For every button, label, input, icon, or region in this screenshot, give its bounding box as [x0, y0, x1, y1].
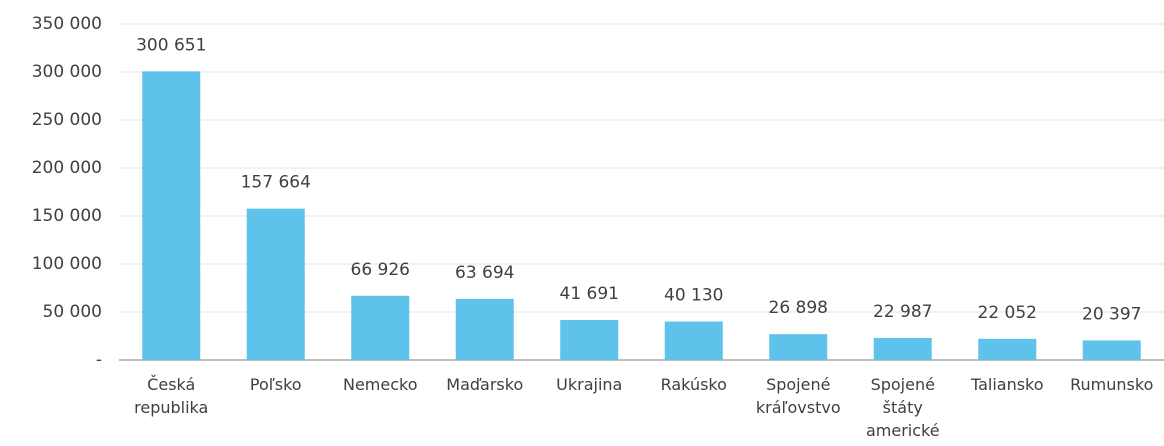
- bar: [351, 295, 410, 360]
- data-label: 20 397: [1082, 304, 1141, 324]
- y-tick-label: 350 000: [32, 14, 102, 34]
- y-tick-label: 150 000: [32, 206, 102, 226]
- x-tick-label: Spojené štáty americké: [865, 375, 940, 440]
- y-tick-label: 300 000: [32, 62, 102, 82]
- data-label: 66 926: [351, 260, 410, 280]
- x-tick-label: Nemecko: [342, 375, 418, 394]
- x-tick-label: Spojené kráľovstvo: [755, 375, 841, 417]
- x-tick-label: Taliansko: [970, 375, 1044, 394]
- bar: [246, 208, 305, 360]
- x-tick-label: Maďarsko: [446, 375, 524, 394]
- y-tick-label: -: [96, 350, 102, 370]
- y-tick-label: 50 000: [43, 302, 102, 322]
- y-tick-label: 200 000: [32, 158, 102, 178]
- x-tick-label: Ukrajina: [556, 375, 623, 394]
- x-tick-label: Rumunsko: [1070, 375, 1154, 394]
- bar: [1082, 340, 1141, 360]
- bar: [455, 298, 514, 360]
- bar: [560, 319, 619, 360]
- bar: [769, 334, 828, 360]
- bar: [142, 71, 201, 361]
- y-tick-label: 100 000: [32, 254, 102, 274]
- data-label: 300 651: [136, 35, 206, 55]
- bar: [873, 337, 932, 360]
- x-tick-label: Rakúsko: [660, 375, 727, 394]
- data-label: 157 664: [241, 173, 311, 193]
- data-label: 41 691: [560, 284, 619, 304]
- bar: [978, 338, 1037, 360]
- data-label: 22 987: [873, 302, 932, 322]
- data-label: 63 694: [455, 263, 514, 283]
- y-tick-label: 250 000: [32, 110, 102, 130]
- data-label: 40 130: [664, 285, 723, 305]
- x-tick-label: Poľsko: [249, 375, 302, 394]
- x-tick-label: Česká republika: [134, 375, 209, 417]
- data-label: 26 898: [769, 298, 828, 318]
- data-label: 22 052: [978, 303, 1037, 323]
- bar: [664, 321, 723, 360]
